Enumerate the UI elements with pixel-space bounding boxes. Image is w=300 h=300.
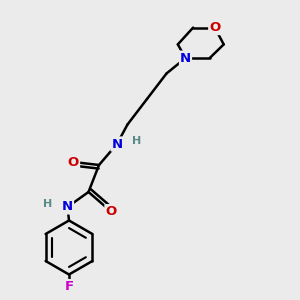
Text: O: O: [209, 21, 220, 34]
Text: N: N: [180, 52, 191, 64]
Text: O: O: [68, 155, 79, 169]
Text: N: N: [62, 200, 73, 214]
Text: H: H: [132, 136, 141, 146]
Text: F: F: [64, 280, 74, 293]
Text: H: H: [43, 199, 52, 209]
Text: O: O: [105, 205, 117, 218]
Text: N: N: [111, 137, 123, 151]
